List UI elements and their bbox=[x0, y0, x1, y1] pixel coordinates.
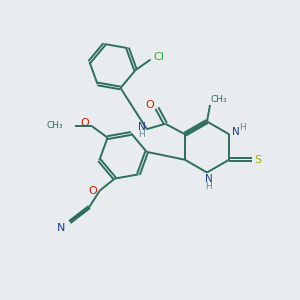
Text: CH₃: CH₃ bbox=[46, 121, 63, 130]
Text: CH₃: CH₃ bbox=[210, 95, 227, 104]
Text: N: N bbox=[57, 223, 66, 233]
Text: O: O bbox=[80, 118, 89, 128]
Text: N: N bbox=[232, 127, 240, 137]
Text: H: H bbox=[239, 123, 246, 132]
Text: S: S bbox=[255, 155, 262, 165]
Text: Cl: Cl bbox=[154, 52, 164, 62]
Text: H: H bbox=[138, 130, 145, 139]
Text: H: H bbox=[205, 182, 212, 191]
Text: O: O bbox=[145, 100, 154, 110]
Text: N: N bbox=[205, 174, 212, 184]
Text: N: N bbox=[137, 122, 145, 132]
Text: O: O bbox=[89, 186, 98, 196]
